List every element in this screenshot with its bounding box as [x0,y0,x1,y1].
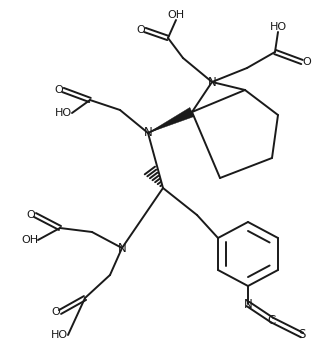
Text: O: O [54,85,63,95]
Text: OH: OH [168,10,185,20]
Text: O: O [302,57,311,67]
Text: HO: HO [269,22,286,32]
Text: OH: OH [21,235,38,245]
Text: S: S [298,328,306,341]
Text: O: O [136,25,145,35]
Text: HO: HO [55,108,72,118]
Text: N: N [244,298,252,311]
Text: HO: HO [51,330,68,340]
Text: O: O [51,307,60,317]
Text: N: N [208,76,216,88]
Polygon shape [148,108,194,133]
Text: N: N [144,126,152,139]
Text: N: N [118,241,126,254]
Text: O: O [26,210,35,220]
Text: C: C [268,313,276,327]
